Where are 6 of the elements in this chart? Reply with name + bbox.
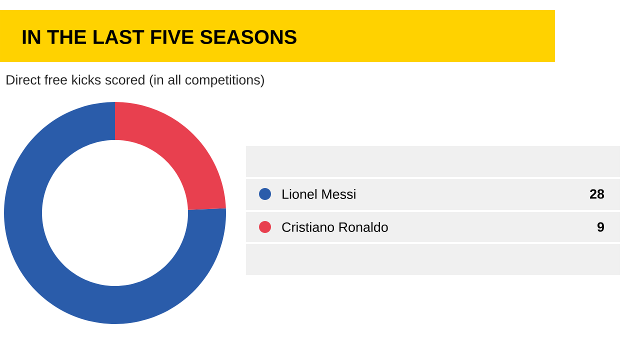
data-label: 28 xyxy=(590,189,604,199)
legend-label: Cristiano Ronaldo xyxy=(282,222,388,232)
chart-subtitle: Direct free kicks scored (in all competitions) xyxy=(6,74,264,88)
legend-label: Lionel Messi xyxy=(282,189,356,199)
data-label: 9 xyxy=(597,222,604,232)
chart-title: IN THE LAST FIVE SEASONS xyxy=(22,30,296,44)
